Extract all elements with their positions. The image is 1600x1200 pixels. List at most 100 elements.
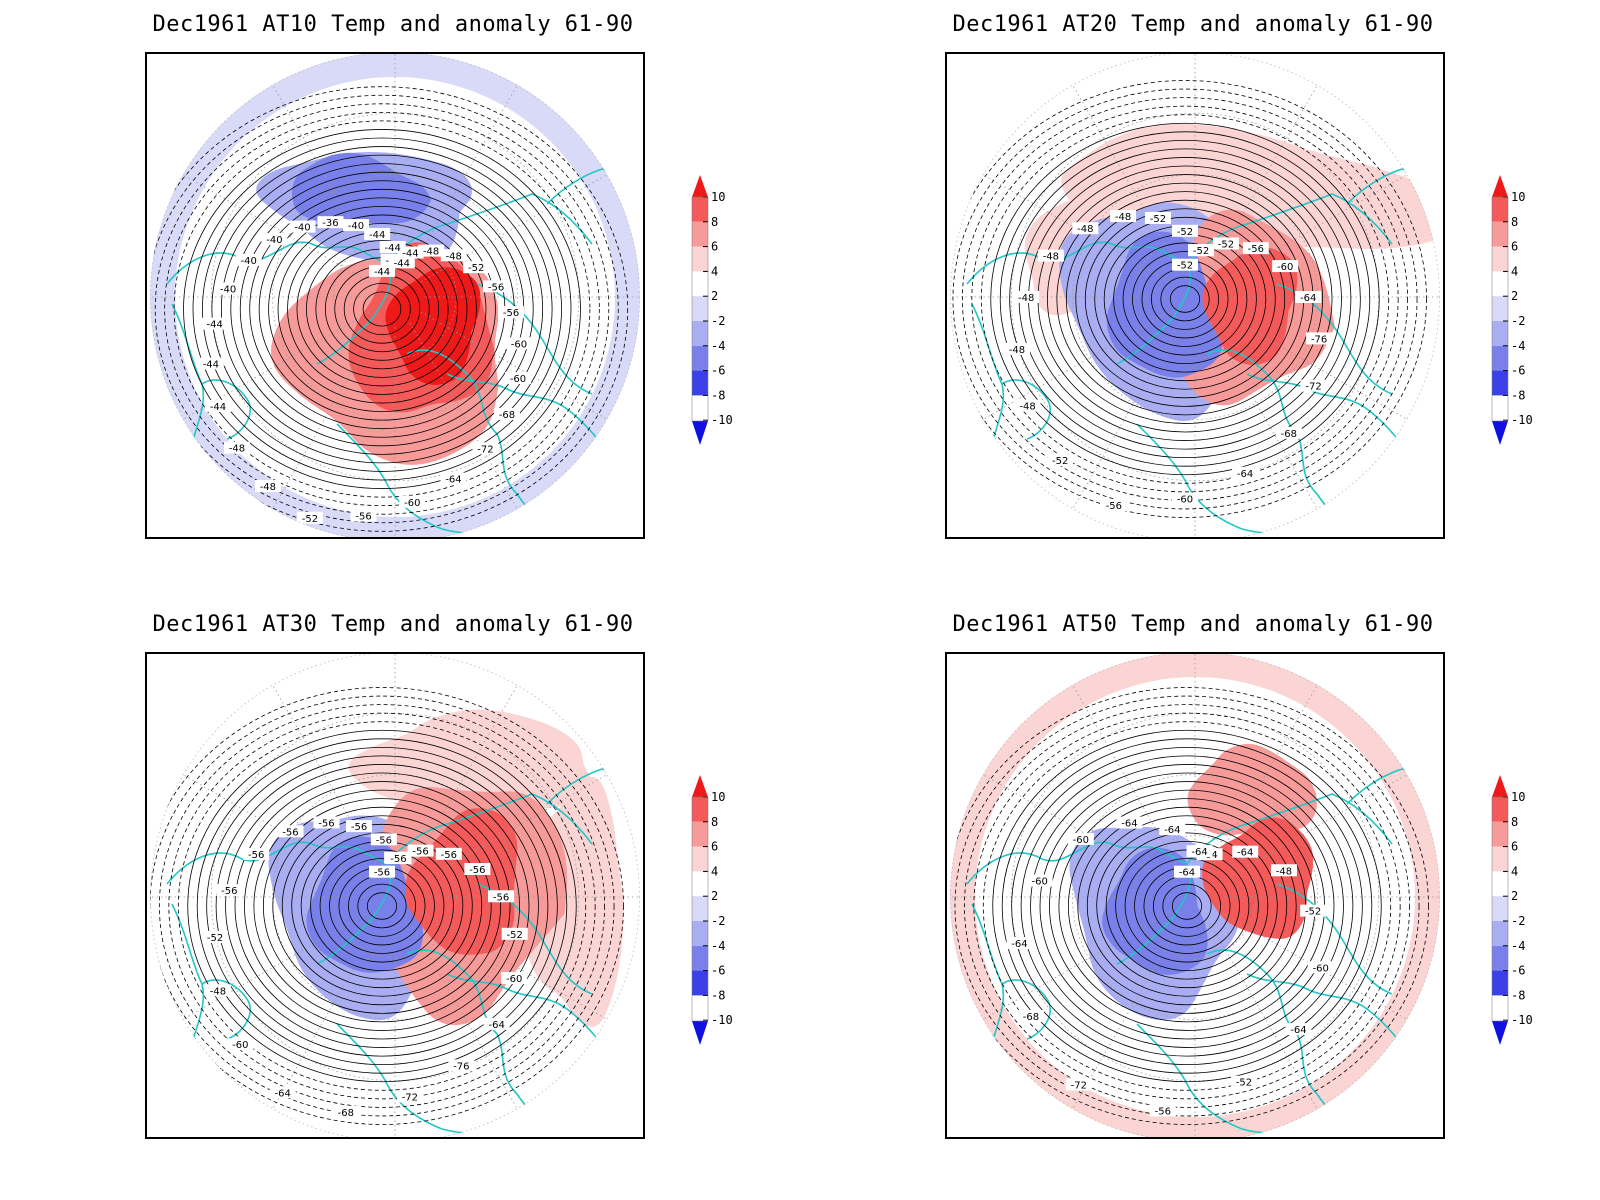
contour-label-bg [350, 509, 377, 522]
colorbar-segment [692, 871, 708, 897]
contour-label: -56 [469, 865, 485, 876]
contour-label: -52 [1218, 239, 1234, 250]
coastline [1246, 373, 1418, 465]
contour-label-bg [277, 825, 304, 838]
contour-label-bg [1186, 845, 1213, 858]
isotherm-contour [1009, 139, 1361, 459]
coastline [1001, 379, 1051, 440]
contour-label-bg [197, 357, 224, 370]
contour-label-bg [1232, 845, 1259, 858]
colorbar-tick-label: 6 [1511, 240, 1518, 254]
isotherm-contour [150, 687, 624, 1125]
contour-label-bg [296, 511, 323, 524]
contour-label-bg [1270, 864, 1297, 877]
contour-label: -64 [1290, 1025, 1306, 1036]
colorbar-tick-label: 10 [711, 790, 725, 804]
contour-label: -52 [1177, 227, 1193, 238]
colorbar-tick-label: 6 [711, 840, 718, 854]
isotherm-contour [230, 171, 534, 447]
colorbar-tick-label: 4 [1511, 264, 1518, 278]
contour-label-bg [317, 216, 344, 229]
colorbar-tick-label: 8 [1511, 215, 1518, 229]
contour-label-bg [418, 244, 445, 257]
isotherm-contour [211, 154, 553, 464]
isotherm-contour [150, 86, 629, 532]
contour-label: -60 [1031, 877, 1047, 888]
panel-at10: Dec1961 AT10 Temp and anomaly 61-90 -44-… [0, 0, 800, 600]
colorbar-tick-label: -6 [711, 364, 725, 378]
isotherm-contour [262, 798, 502, 1014]
contour-label: -68 [338, 1108, 354, 1119]
contour-label-bg [464, 862, 491, 875]
isotherm-contour [253, 789, 511, 1023]
polar-map: -64 -64 -64 -48 -52 -60 -64 -52 -56 -72 -68 -64 -60 -… [945, 652, 1445, 1139]
contour-label-bg [1116, 816, 1143, 829]
contour-label-bg [254, 479, 281, 492]
contour-label: -48 [1276, 866, 1292, 877]
colorbar-tick-label: -8 [1511, 988, 1525, 1002]
isotherm-contour [1086, 815, 1288, 997]
contour-label-bg [346, 820, 373, 833]
contour-label: -56 [441, 850, 457, 861]
isotherm-contour [281, 815, 483, 997]
coastline [966, 241, 1192, 365]
isotherm-contour [1122, 242, 1248, 356]
contour-label-bg [1047, 454, 1074, 467]
isotherm-contour [319, 849, 445, 963]
contour-label: -56 [390, 854, 406, 865]
contour-label-bg [1242, 242, 1269, 255]
contour-label-bg [1159, 823, 1186, 836]
contour-label-bg [1300, 904, 1327, 917]
contour-label-bg [1172, 258, 1198, 271]
contour-label: -60 [1277, 262, 1293, 273]
colorbar-tick-label: -10 [1511, 1013, 1533, 1027]
isotherm-contour [244, 781, 520, 1031]
colorbar-segment [692, 345, 708, 371]
isotherm-contour [192, 137, 572, 481]
map-boundary [950, 654, 1440, 1137]
contour-label-bg [1295, 291, 1322, 303]
contour-label: -56 [282, 827, 298, 838]
colorbar-segment [1492, 321, 1508, 346]
colorbar-segment [692, 296, 708, 321]
colorbar-segment [692, 921, 708, 946]
contour-label: -56 [351, 822, 367, 833]
colorbar-segment [1492, 846, 1508, 872]
contour-label: -48 [1019, 402, 1035, 413]
isotherm-contour [1171, 892, 1203, 920]
colorbar-tick-label: -2 [1511, 914, 1525, 928]
contour-label-bg [399, 495, 426, 508]
colorbar-segment [692, 246, 708, 272]
colorbar-tick-label: 4 [711, 264, 718, 278]
contour-label: -40 [348, 221, 364, 232]
contour-label-bg [204, 984, 231, 997]
isotherm-contour [202, 146, 562, 472]
contour-label: -36 [322, 218, 338, 229]
colorbar-tick-label: -10 [1511, 413, 1533, 427]
isotherm-contour [952, 88, 1418, 510]
panel-title: Dec1961 AT10 Temp and anomaly 61-90 [152, 12, 634, 37]
colorbar-segment [1492, 296, 1508, 321]
isotherm-contour [272, 806, 492, 1006]
colorbar-segment [1492, 871, 1508, 897]
contour-label-bg [501, 972, 528, 985]
colorbar: 10 8 6 4 2 -2 -4 -6 -8 -10 [690, 775, 770, 1055]
contour-label: -56 [1248, 244, 1264, 255]
panel-at50: Dec1961 AT50 Temp and anomaly 61-90 -64-… [800, 600, 1600, 1200]
colorbar-tick-label: -6 [1511, 364, 1525, 378]
colorbar-segment [692, 846, 708, 872]
contour-label: -60 [511, 339, 527, 350]
coastline [446, 373, 618, 465]
colorbar-tick-label: 8 [711, 215, 718, 229]
contour-label-bg [448, 1059, 475, 1072]
colorbar-segment [1492, 271, 1508, 297]
isotherm-contour [973, 712, 1401, 1100]
contour-label-bg [493, 407, 520, 420]
contour-label-bg [202, 930, 229, 943]
contour-label: -64 [1121, 819, 1137, 830]
panel-at20: Dec1961 AT20 Temp and anomaly 61-90 -52-… [800, 0, 1600, 600]
contour-label-bg [1172, 224, 1198, 237]
polar-map: -44-44-44-48-48-52-56-56-60-60-68-72-64-… [145, 52, 645, 539]
contour-label-bg [1300, 379, 1327, 392]
contour-label: -48 [1115, 212, 1131, 223]
